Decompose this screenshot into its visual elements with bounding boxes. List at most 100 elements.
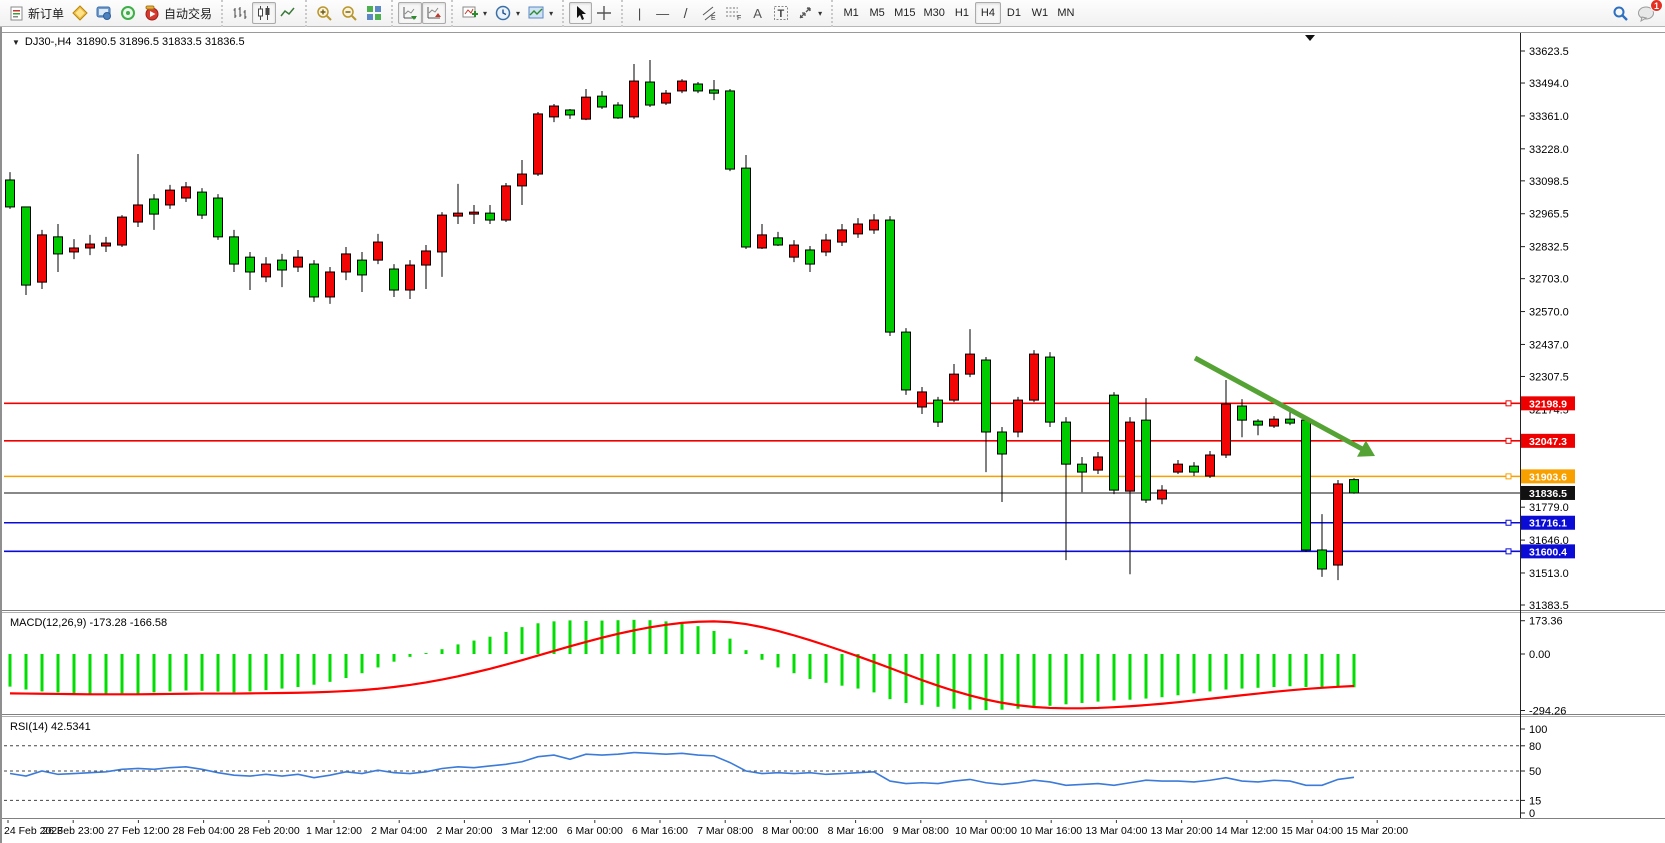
auto-trading-button[interactable]: 自动交易 <box>140 2 216 24</box>
trend-arrow-head[interactable] <box>1357 440 1375 457</box>
rsi-axis-label: 50 <box>1529 766 1541 778</box>
arrows-tool-button[interactable]: ▾ <box>793 2 826 24</box>
current-price-tag: 31836.5 <box>1529 488 1567 500</box>
indicators-button[interactable]: ▾ <box>458 2 491 24</box>
timeframe-button-d1[interactable]: D1 <box>1006 7 1021 19</box>
time-axis-label: 26 Feb 23:00 <box>42 825 104 837</box>
timeframe-button-mn[interactable]: MN <box>1057 7 1075 19</box>
chart-background <box>2 33 1665 836</box>
price-tag-32047.3-box <box>1521 433 1575 448</box>
candle <box>837 229 847 243</box>
candle <box>325 271 335 298</box>
candle <box>1173 463 1183 473</box>
hline-handle-32198.9[interactable] <box>1505 400 1512 407</box>
equidistant-channel-button[interactable]: E <box>697 2 721 24</box>
auto-scroll-button[interactable] <box>398 2 423 24</box>
bar-chart-button[interactable] <box>228 2 252 24</box>
line-chart-button[interactable] <box>276 2 300 24</box>
time-axis-label: 24 Feb 2023 <box>4 825 63 837</box>
strategy-tester-button[interactable] <box>92 2 116 24</box>
candle <box>469 211 479 215</box>
zoom-out-icon <box>342 5 357 21</box>
zoom-in-icon <box>317 5 332 21</box>
price-tag-31716.1-box <box>1521 515 1575 530</box>
periods-button[interactable]: ▾ <box>491 2 524 24</box>
price-axis-label: 31779.0 <box>1529 502 1569 514</box>
text-label-button[interactable]: T <box>769 2 793 24</box>
trend-arrow-line[interactable] <box>1193 355 1368 454</box>
candle <box>181 186 191 199</box>
timeframe-button-m1[interactable]: M1 <box>843 7 859 19</box>
metaeditor-button[interactable] <box>68 2 92 24</box>
signals-button[interactable] <box>116 2 140 24</box>
signals-icon <box>121 6 136 20</box>
time-axis-label: 1 Mar 12:00 <box>306 825 362 837</box>
timeframe-button-w1[interactable]: W1 <box>1031 7 1049 19</box>
strategy-tester-icon <box>96 6 112 20</box>
text-tool-icon: A <box>753 5 762 21</box>
candle <box>261 263 271 278</box>
tile-windows-button[interactable] <box>362 2 386 24</box>
candle <box>709 89 719 94</box>
macd-axis-label: 173.36 <box>1529 616 1563 628</box>
candle-chart-button[interactable] <box>252 2 277 24</box>
chevron-down-icon: ▼ <box>12 37 20 47</box>
time-axis-label: 2 Mar 20:00 <box>436 825 492 837</box>
hline-handle-31903.6[interactable] <box>1505 473 1512 480</box>
horizontal-line-button[interactable]: — <box>651 2 674 24</box>
chart-canvas[interactable]: 33623.5 33494.0 33361.0 33228.0 33098.5 32965… <box>2 27 1665 843</box>
rsi-axis-label: 80 <box>1529 741 1541 753</box>
trendline-button[interactable]: / <box>674 2 697 24</box>
hline-handle-32047.3[interactable] <box>1505 437 1512 444</box>
crosshair-button[interactable] <box>592 2 616 24</box>
price-axis-label: 32703.0 <box>1529 274 1569 286</box>
price-axis-label: 32570.0 <box>1529 307 1569 319</box>
timeframe-button-m30[interactable]: M30 <box>923 7 945 19</box>
fibonacci-button[interactable]: F <box>721 2 746 24</box>
text-button[interactable]: A <box>746 2 769 24</box>
candle <box>389 268 399 291</box>
candle <box>677 80 687 92</box>
svg-text:E: E <box>711 15 716 21</box>
auto-trading-label: 自动交易 <box>164 6 213 21</box>
hline-handle-31716.1[interactable] <box>1505 519 1512 526</box>
candle <box>197 191 207 216</box>
arrows-tool-icon <box>799 7 811 19</box>
cursor-button[interactable] <box>569 2 593 24</box>
messages-button[interactable]: 1 <box>1633 0 1663 24</box>
equidistant-channel-icon: E <box>702 6 716 21</box>
time-axis-label: 10 Mar 00:00 <box>955 825 1017 837</box>
svg-text:T: T <box>778 8 785 20</box>
candle <box>485 212 495 221</box>
candle <box>629 80 639 118</box>
chart-shift-button[interactable] <box>422 2 447 24</box>
toolbar-group-objects: ▾ ▾ ▾ <box>451 0 559 27</box>
new-order-button[interactable]: 新订单 <box>6 2 68 24</box>
vertical-line-button[interactable]: | <box>628 2 651 24</box>
toolbar-group-cursor <box>562 0 618 27</box>
candle <box>1237 405 1247 421</box>
price-axis-label: 33623.5 <box>1529 46 1569 58</box>
search-button[interactable] <box>1608 2 1633 24</box>
templates-button[interactable]: ▾ <box>524 2 557 24</box>
timeframe-button-h1[interactable]: H1 <box>954 7 969 19</box>
chat-bubble-icon <box>1638 6 1654 22</box>
hline-handle-31600.4[interactable] <box>1505 548 1512 555</box>
zoom-in-button[interactable] <box>312 2 337 24</box>
timeframe-button-m5[interactable]: M5 <box>869 7 885 19</box>
candle <box>853 223 863 235</box>
candle <box>965 353 975 375</box>
time-axis-label: 13 Mar 04:00 <box>1085 825 1147 837</box>
candle <box>1221 403 1231 456</box>
toolbar-group-zoom <box>305 0 388 27</box>
candle <box>1125 421 1135 492</box>
zoom-out-button[interactable] <box>337 2 362 24</box>
price-tag-32047.3: 32047.3 <box>1529 436 1567 448</box>
time-axis-label: 6 Mar 16:00 <box>632 825 688 837</box>
cursor-icon <box>576 6 586 20</box>
candle <box>821 239 831 253</box>
timeframe-button-m15[interactable]: M15 <box>894 7 916 19</box>
candle <box>773 237 783 246</box>
timeframe-button-h4[interactable]: H4 <box>974 2 1001 24</box>
time-axis-label: 14 Mar 12:00 <box>1216 825 1278 837</box>
